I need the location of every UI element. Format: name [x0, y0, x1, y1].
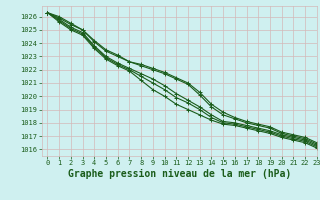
X-axis label: Graphe pression niveau de la mer (hPa): Graphe pression niveau de la mer (hPa)	[68, 169, 291, 179]
